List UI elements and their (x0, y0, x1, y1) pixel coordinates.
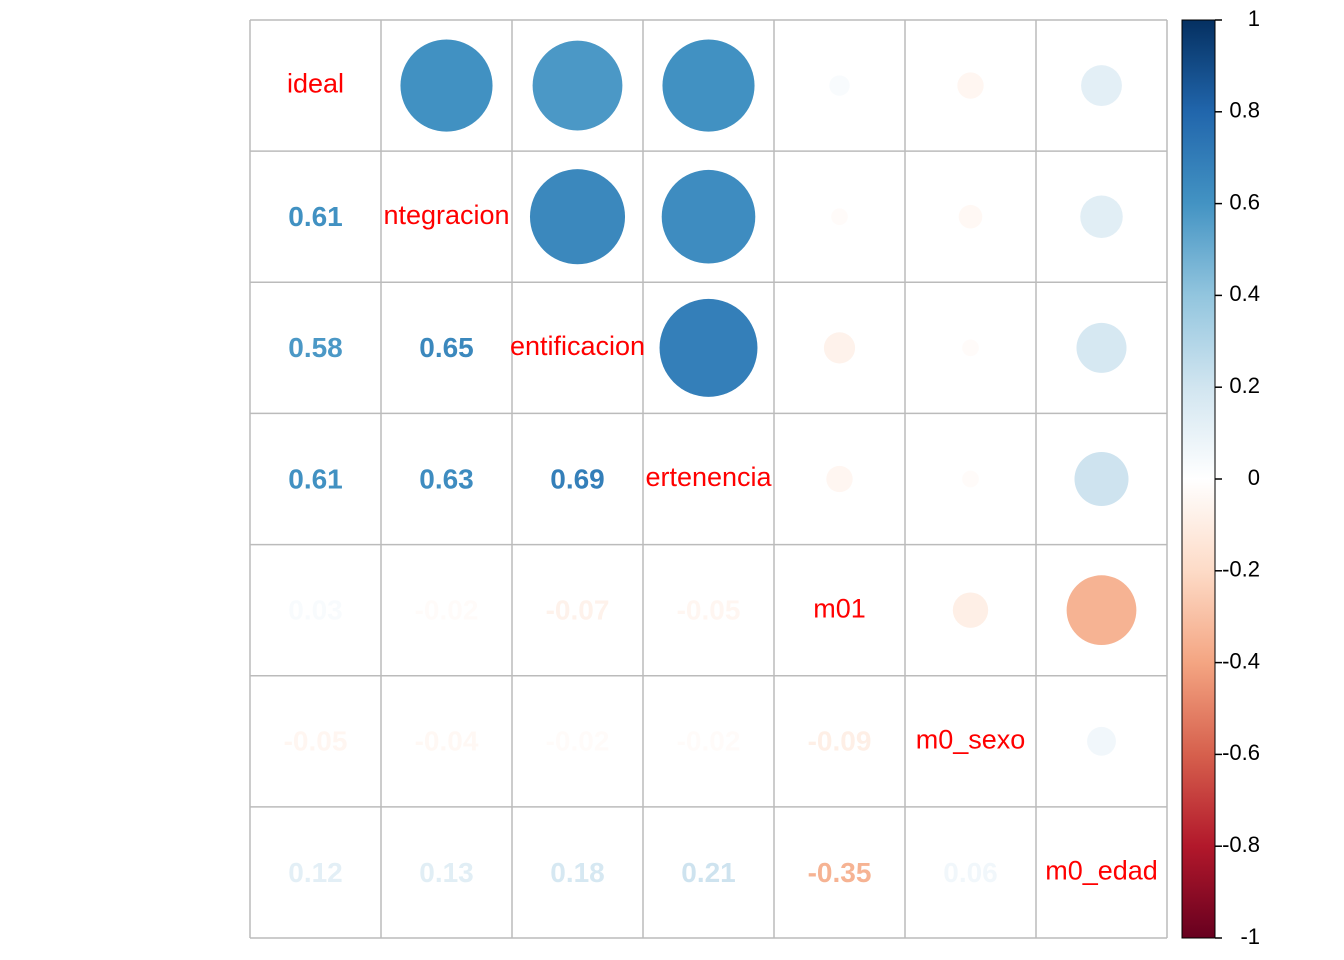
correlation-circle (1087, 726, 1116, 756)
correlation-value: -0.02 (546, 726, 610, 757)
variable-label: entificacion (510, 331, 645, 361)
colorbar-tick-label: 1 (1248, 6, 1260, 31)
correlation-circle (400, 39, 493, 132)
colorbar-tick-label: -0.2 (1222, 557, 1260, 582)
correlation-value: 0.12 (288, 857, 343, 888)
correlation-value: 0.21 (681, 857, 736, 888)
correlation-circle (1080, 195, 1123, 238)
correlation-circle (1076, 322, 1127, 373)
correlation-value: 0.13 (419, 857, 474, 888)
correlation-circle (659, 298, 758, 397)
correlation-value: 0.61 (288, 201, 343, 232)
colorbar-tick-label: -1 (1240, 924, 1260, 949)
correlation-value: -0.05 (284, 726, 348, 757)
correlation-circle (1066, 575, 1137, 646)
variable-label: m0_edad (1045, 856, 1158, 886)
correlation-circle (662, 39, 755, 132)
correlation-circle (831, 208, 848, 226)
variable-label: ertenencia (645, 462, 772, 492)
correlation-circle (958, 204, 983, 229)
correlation-circle (962, 339, 979, 357)
correlation-value: 0.58 (288, 332, 343, 363)
correlation-value: -0.04 (415, 726, 479, 757)
colorbar-tick-label: -0.6 (1222, 740, 1260, 765)
correlation-circle (1074, 451, 1129, 507)
correlation-value: 0.69 (550, 463, 605, 494)
correlation-circle (661, 169, 756, 264)
correlation-circle (826, 465, 853, 493)
colorbar (1181, 19, 1216, 939)
variable-label: m0_sexo (916, 724, 1026, 754)
colorbar-tick-label: -0.8 (1222, 832, 1260, 857)
correlation-value: -0.35 (808, 857, 872, 888)
correlation-value: -0.02 (677, 726, 741, 757)
correlation-value: 0.18 (550, 857, 605, 888)
variable-label: m01 (813, 593, 866, 623)
variable-label: ideal (287, 69, 344, 99)
correlation-value: 0.06 (943, 857, 998, 888)
correlation-value: -0.02 (415, 595, 479, 626)
correlation-value: 0.63 (419, 463, 474, 494)
correlation-circle (823, 332, 856, 364)
correlation-circle (952, 592, 989, 628)
colorbar-tick-label: 0.2 (1229, 373, 1260, 398)
variable-label: ntegracion (383, 200, 509, 230)
colorbar-tick-label: 0 (1248, 465, 1260, 490)
correlation-value: 0.65 (419, 332, 474, 363)
correlation-circle (829, 75, 850, 96)
correlation-value: 0.61 (288, 463, 343, 494)
correlation-value: 0.03 (288, 595, 343, 626)
colorbar-tick-label: 0.6 (1229, 189, 1260, 214)
correlation-circle (1081, 65, 1122, 106)
colorbar-tick-label: 0.4 (1229, 281, 1260, 306)
correlation-circle (532, 40, 623, 131)
correlation-circle (957, 72, 984, 99)
correlation-value: -0.05 (677, 595, 741, 626)
correlation-circle (529, 169, 626, 265)
correlation-value: -0.09 (808, 726, 872, 757)
correlation-value: -0.07 (546, 595, 610, 626)
colorbar-tick-label: 0.8 (1229, 98, 1260, 123)
correlation-circle (962, 470, 979, 488)
colorbar-tick-label: -0.4 (1222, 648, 1260, 673)
